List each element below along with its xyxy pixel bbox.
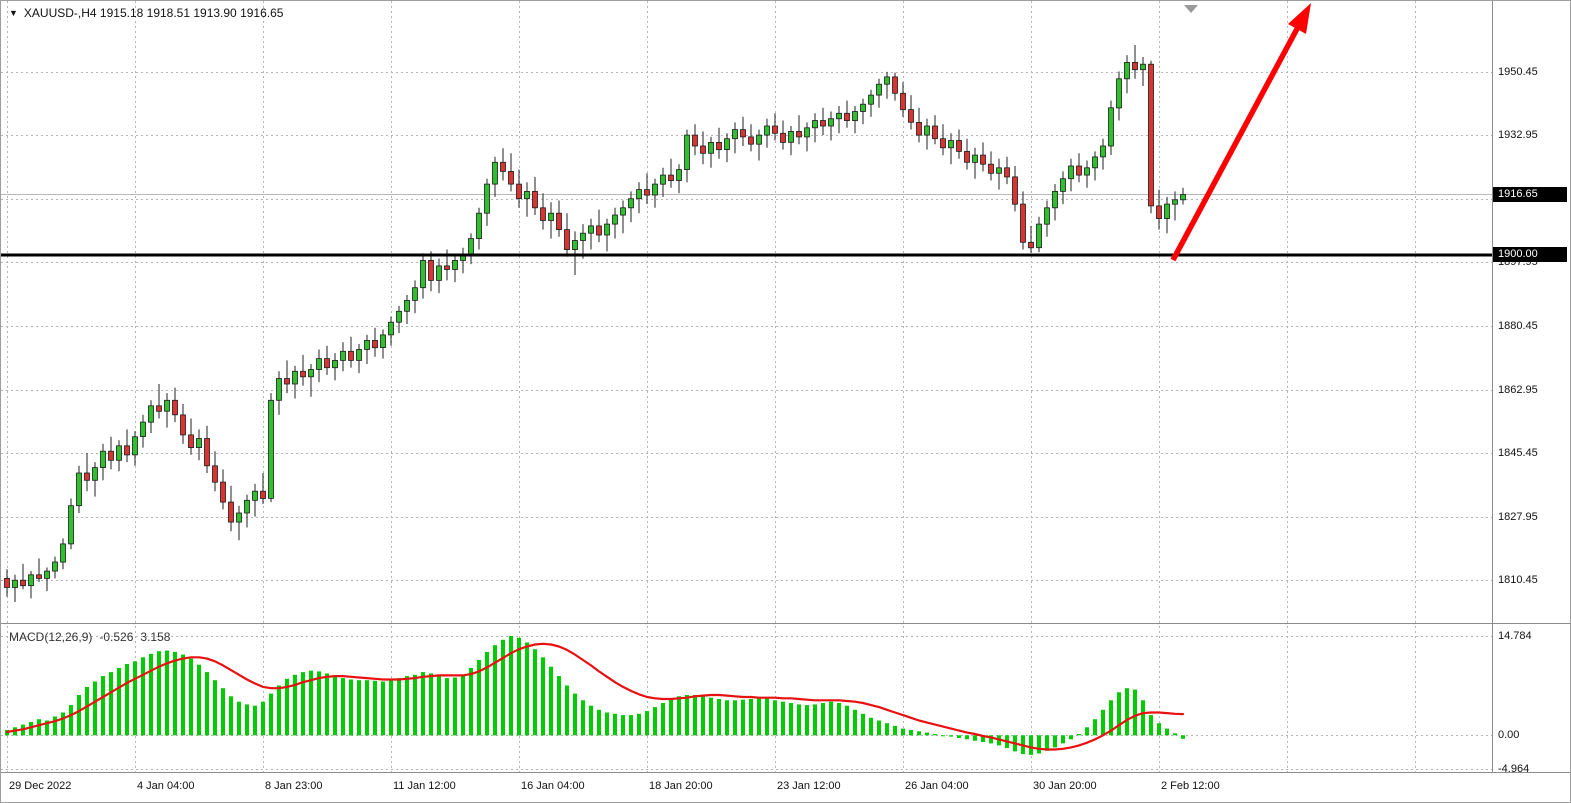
symbol-ohlc-readout: ▼ XAUUSD-,H4 1915.18 1918.51 1913.90 191…	[9, 6, 283, 20]
level-price-tag: 1900.00	[1493, 247, 1567, 262]
grid-lines	[1, 1, 1492, 772]
macd-signal-value: 3.158	[140, 630, 171, 644]
chart-shift-marker-icon[interactable]	[1184, 5, 1198, 13]
symbol-ohlc-text: XAUUSD-,H4 1915.18 1918.51 1913.90 1916.…	[23, 6, 284, 20]
macd-main-value: -0.526	[99, 630, 134, 644]
chart-marker-icon: ▼	[9, 8, 18, 18]
trend-arrow-head[interactable]	[1288, 3, 1311, 34]
candlestick-series[interactable]	[4, 45, 1186, 602]
trend-arrow-line[interactable]	[1170, 25, 1301, 262]
current-price-tag: 1916.65	[1493, 187, 1567, 202]
macd-histogram	[5, 635, 1185, 755]
macd-name: MACD(12,26,9)	[9, 630, 93, 644]
macd-signal-line	[5, 642, 1185, 751]
panel-separators	[1, 1, 1570, 773]
macd-indicator-readout: MACD(12,26,9) -0.526 3.158	[9, 630, 177, 644]
